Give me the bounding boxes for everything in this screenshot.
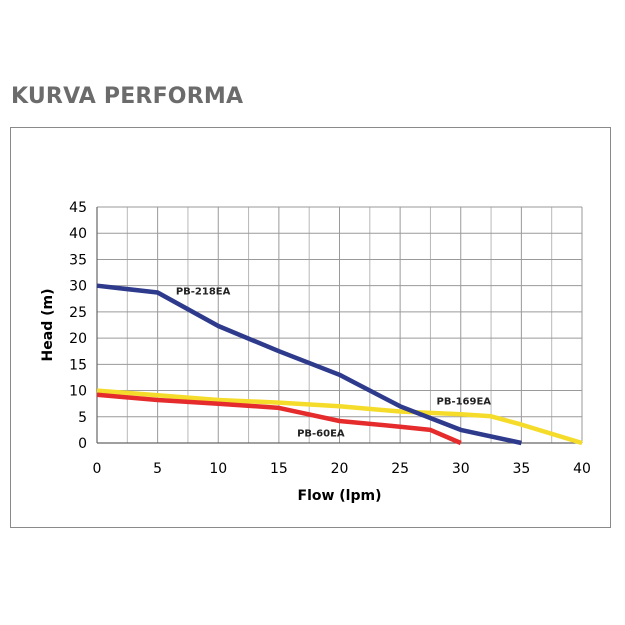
series-line-pb-169ea: [96, 388, 583, 446]
series-line-pb-60ea: [96, 392, 462, 446]
x-tick-label: 15: [270, 461, 288, 477]
x-tick-label: 30: [452, 461, 470, 477]
series-lines: [96, 283, 583, 446]
y-tick-label: 30: [69, 279, 87, 295]
y-tick-label: 25: [69, 305, 87, 321]
series-label-pb-169ea: PB-169EA: [437, 397, 492, 408]
y-axis-title: Head (m): [40, 289, 56, 362]
series-line-pb-218ea: [96, 283, 522, 446]
x-tick-label: 35: [512, 461, 530, 477]
y-tick-label: 0: [78, 436, 87, 452]
chart-frame: [10, 127, 611, 528]
x-tick-label: 5: [153, 461, 162, 477]
series-label-pb-218ea: PB-218EA: [176, 287, 231, 298]
x-tick-label: 20: [331, 461, 349, 477]
y-tick-label: 45: [69, 200, 87, 216]
y-tick-label: 40: [69, 226, 87, 242]
series-labels: PB-218EA PB-169EA PB-60EA: [176, 287, 491, 440]
y-tick-label: 20: [69, 331, 87, 347]
y-tick-label: 35: [69, 252, 87, 268]
x-axis-title: Flow (lpm): [298, 488, 382, 504]
x-tick-label: 10: [209, 461, 227, 477]
x-tick-label: 0: [93, 461, 102, 477]
y-tick-label: 10: [69, 384, 87, 400]
tick-labels: 0 5 10 15 20 25 30 35 40 45 0 5 10 15 20 25 30 35 40: [69, 200, 591, 477]
x-tick-label: 40: [573, 461, 591, 477]
y-tick-label: 5: [78, 410, 87, 426]
series-label-pb-60ea: PB-60EA: [297, 429, 345, 440]
y-tick-label: 15: [69, 357, 87, 373]
x-tick-label: 25: [391, 461, 409, 477]
page-title: KURVA PERFORMA: [11, 84, 244, 109]
